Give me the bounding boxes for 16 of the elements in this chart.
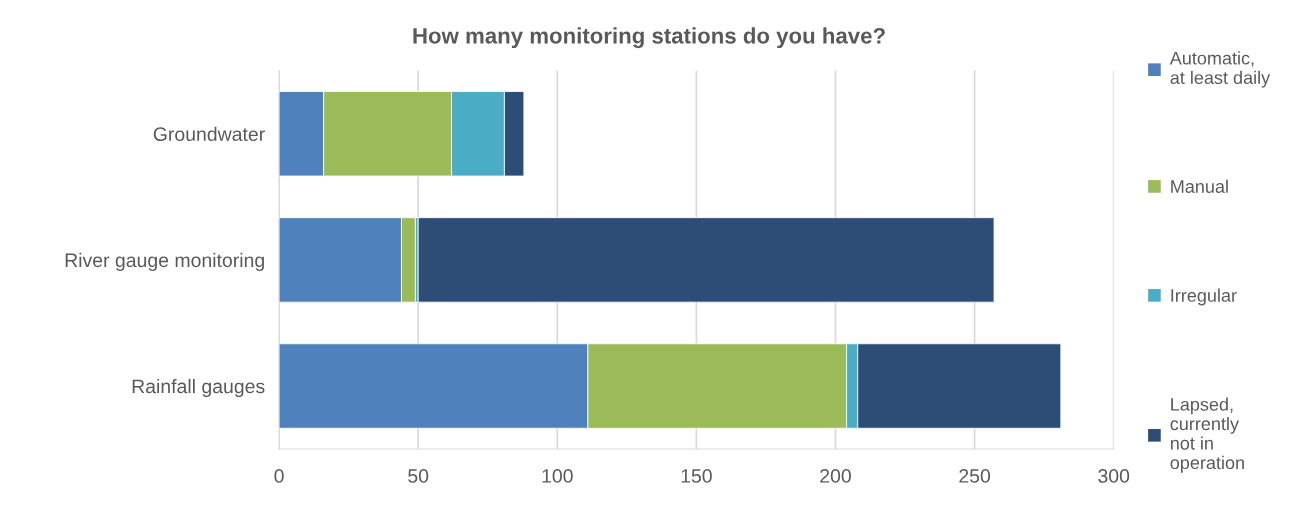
x-tick-label: 50 xyxy=(408,469,429,483)
chart-title: How many monitoring stations do you have? xyxy=(413,27,885,49)
legend-label: Automatic, at least daily xyxy=(1169,51,1271,88)
y-tick-label: River gauge monitoring xyxy=(65,252,264,271)
x-tick-label: 250 xyxy=(959,469,991,483)
legend-label: Irregular xyxy=(1171,288,1237,306)
y-tick-label: Groundwater xyxy=(153,126,265,142)
legend-label: Manual xyxy=(1171,179,1228,193)
x-tick-label: 150 xyxy=(681,469,712,483)
x-tick-label: 100 xyxy=(542,469,573,483)
legend-label: Lapsed, currently not in operation xyxy=(1170,397,1244,473)
x-tick-label: 0 xyxy=(274,469,284,483)
y-tick-label: Rainfall gauges xyxy=(132,378,265,398)
x-tick-label: 200 xyxy=(820,469,851,483)
bar xyxy=(417,217,995,303)
x-tick-label: 300 xyxy=(1098,469,1130,483)
